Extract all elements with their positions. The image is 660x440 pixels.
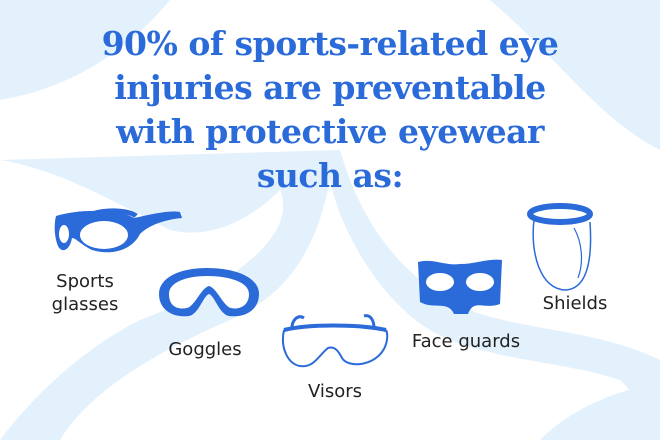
label-line: Visors	[307, 381, 363, 402]
headline-line: 90% of sports-related eye	[101, 24, 559, 63]
headline-line: injuries are preventable	[114, 68, 546, 107]
item-label-goggles: Goggles	[150, 338, 260, 361]
face-guard-icon	[418, 259, 502, 314]
item-label-visors: Visors	[280, 380, 390, 403]
headline-line: such as:	[256, 156, 404, 195]
label-line: Shields	[542, 293, 608, 314]
headline: 90% of sports-related eye injuries are p…	[0, 22, 660, 198]
label-line: glasses	[51, 294, 119, 315]
goggles-icon	[159, 268, 259, 317]
item-label-shields: Shields	[520, 292, 630, 315]
label-line: Face guards	[411, 331, 521, 352]
label-line: Goggles	[168, 339, 242, 360]
label-line: Sports	[56, 271, 114, 292]
item-label-sports-glasses: Sports glasses	[30, 270, 140, 316]
face-shield-icon	[527, 203, 593, 291]
headline-line: with protective eyewear	[116, 112, 544, 151]
visor-icon	[282, 314, 389, 368]
item-label-face-guards: Face guards	[398, 330, 534, 353]
sports-glasses-icon	[54, 208, 182, 253]
